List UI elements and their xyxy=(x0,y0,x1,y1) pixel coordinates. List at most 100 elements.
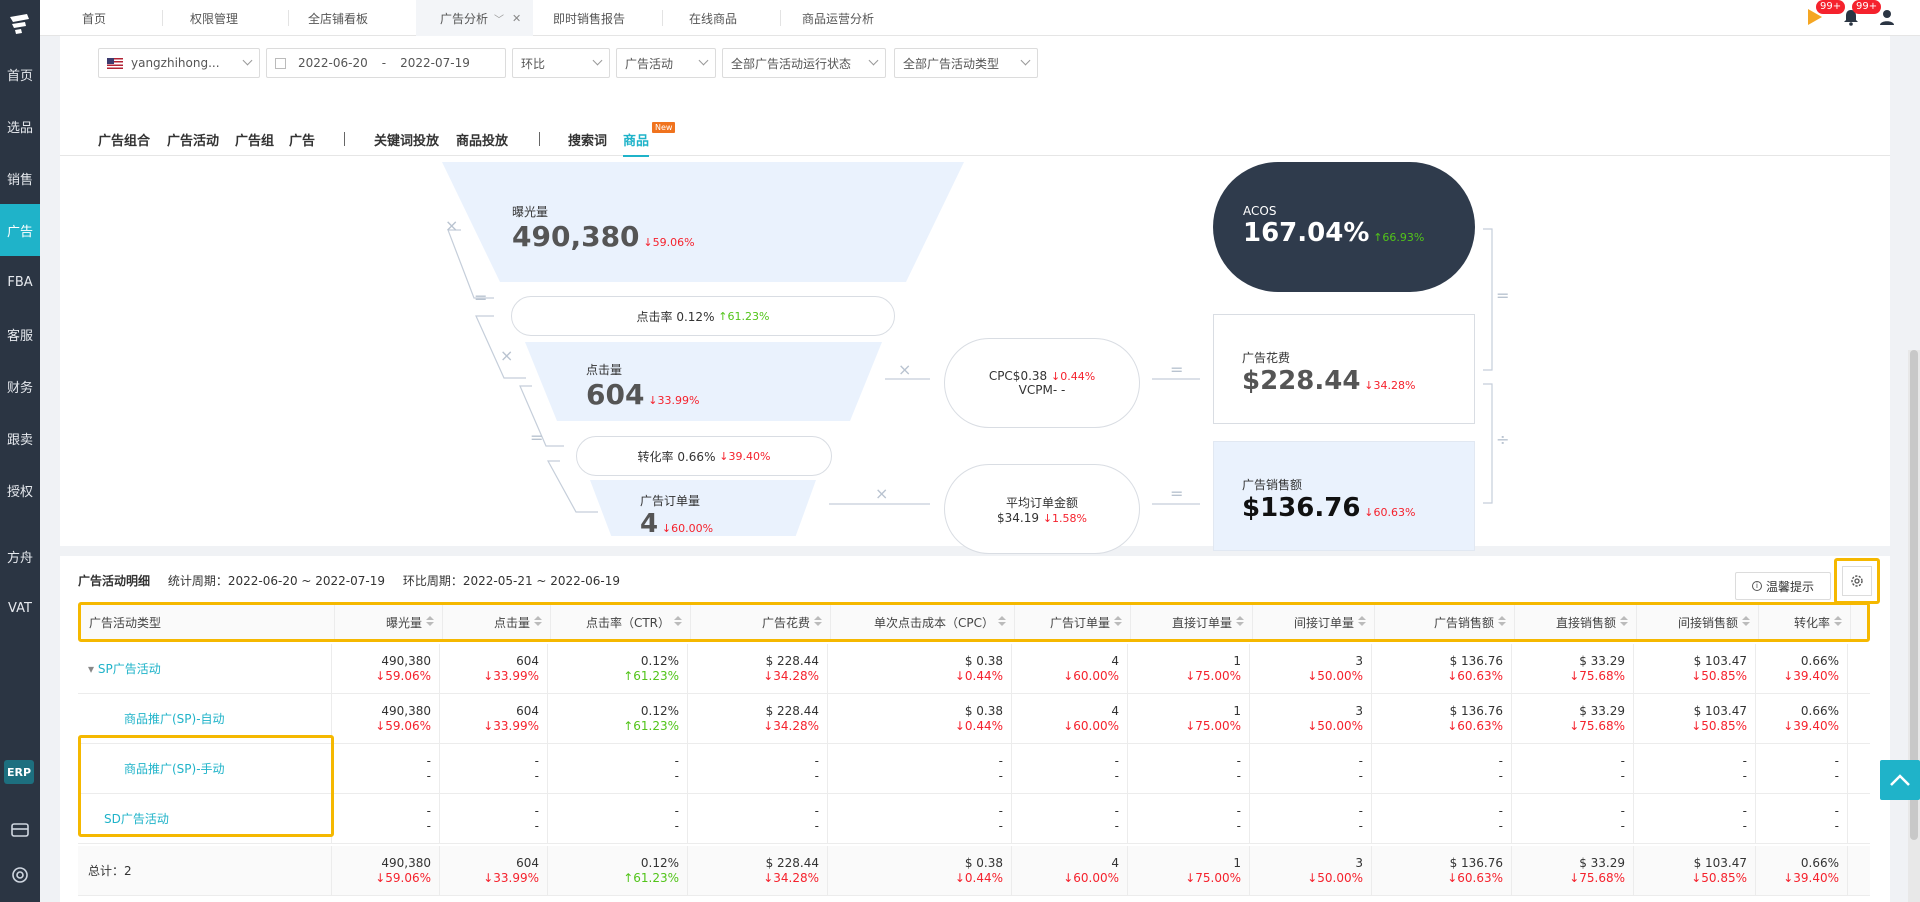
campaign-type-cell[interactable]: 商品推广(SP)-自动 xyxy=(78,694,332,744)
level-select[interactable]: 广告活动 xyxy=(616,48,716,78)
sort-icon[interactable] xyxy=(674,616,682,628)
sidebar-item-1[interactable]: 选品 xyxy=(6,120,33,136)
date-range-picker[interactable]: 2022-06-20 - 2022-07-19 xyxy=(266,48,506,78)
tab-product-ops[interactable]: 商品运营分析 xyxy=(802,0,874,36)
sort-icon[interactable] xyxy=(1236,616,1244,628)
metric-cell: 3 ↓50.00% xyxy=(1250,846,1372,896)
metric-change: - xyxy=(1742,819,1747,833)
sort-icon[interactable] xyxy=(814,616,822,628)
tab-online-products[interactable]: 在线商品 xyxy=(689,0,737,36)
close-icon[interactable]: ✕ xyxy=(512,11,522,25)
metric-change: - xyxy=(1114,769,1119,783)
sidebar-item-6[interactable]: 财务 xyxy=(6,380,33,396)
campaign-name[interactable]: SP广告活动 xyxy=(97,661,161,676)
subtab-portfolio[interactable]: 广告组合 xyxy=(98,134,151,149)
sort-icon[interactable] xyxy=(998,616,1006,628)
app-logo[interactable] xyxy=(0,0,40,48)
campaign-name[interactable]: 商品推广(SP)-手动 xyxy=(124,761,225,776)
tab-store-dashboard[interactable]: 全店铺看板 xyxy=(308,0,368,36)
metric-change: ↓60.00% xyxy=(1063,871,1119,885)
subtab-product-targeting[interactable]: 商品投放 xyxy=(456,134,509,149)
metric-change: - xyxy=(1358,819,1363,833)
tip-button[interactable]: i 温馨提示 xyxy=(1735,572,1831,600)
column-header-5[interactable]: 单次点击成本（CPC） xyxy=(831,605,1015,639)
sidebar-item-0[interactable]: 首页 xyxy=(6,68,33,84)
campaign-type-cell[interactable]: ▾ SP广告活动 xyxy=(78,644,332,694)
sort-icon[interactable] xyxy=(1620,616,1628,628)
metric-value: 4 xyxy=(1111,654,1119,668)
sort-icon[interactable] xyxy=(426,616,434,628)
column-header-9[interactable]: 广告销售额 xyxy=(1375,605,1515,639)
back-to-top-button[interactable] xyxy=(1880,760,1920,800)
subtab-keyword-targeting[interactable]: 关键词投放 xyxy=(374,134,440,149)
scrollbar-thumb[interactable] xyxy=(1910,350,1918,840)
status-select[interactable]: 全部广告活动运行状态 xyxy=(722,48,886,78)
gear-icon[interactable] xyxy=(1842,566,1872,596)
tab-realtime-sales[interactable]: 即时销售报告 xyxy=(553,0,625,36)
sidebar-item-4[interactable]: FBA xyxy=(7,274,33,290)
metric-value: $ 136.76 xyxy=(1449,654,1503,668)
erp-button[interactable]: ERP xyxy=(4,760,34,784)
column-header-4[interactable]: 广告花费 xyxy=(691,605,831,639)
sales-label: 广告销售额 xyxy=(1242,478,1303,492)
campaign-detail-panel: 广告活动明细 统计周期：2022-06-20 ~ 2022-07-19 环比周期… xyxy=(60,556,1890,902)
metric-change: ↓60.63% xyxy=(1447,719,1503,733)
column-header-12[interactable]: 转化率 xyxy=(1759,605,1851,639)
user-avatar-icon[interactable] xyxy=(1878,8,1896,29)
metric-value: 604 xyxy=(516,654,539,668)
column-header-3[interactable]: 点击率（CTR） xyxy=(551,605,691,639)
metric-cell: -- xyxy=(1250,744,1372,794)
subtab-ad[interactable]: 广告 xyxy=(289,134,316,149)
metric-cell: -- xyxy=(1512,794,1634,844)
tab-ad-analysis[interactable]: 广告分析 ﹀ ✕ xyxy=(416,0,534,36)
support-icon[interactable] xyxy=(10,865,30,885)
sidebar-item-9[interactable]: 方舟 xyxy=(6,550,33,566)
column-header-7[interactable]: 直接订单量 xyxy=(1131,605,1253,639)
metric-value: - xyxy=(998,754,1003,768)
tab-label: 首页 xyxy=(82,11,107,26)
column-header-10[interactable]: 直接销售额 xyxy=(1515,605,1637,639)
sidebar-item-3[interactable]: 广告 xyxy=(0,204,40,256)
column-header-0[interactable]: 广告活动类型 xyxy=(81,605,335,639)
column-header-6[interactable]: 广告订单量 xyxy=(1015,605,1131,639)
metric-cell: $ 228.44 ↓34.28% xyxy=(688,846,828,896)
sort-icon[interactable] xyxy=(1498,616,1506,628)
metric-cell: $ 33.29 ↓75.68% xyxy=(1512,644,1634,694)
campaign-name[interactable]: 商品推广(SP)-自动 xyxy=(124,711,225,726)
column-header-8[interactable]: 间接订单量 xyxy=(1253,605,1375,639)
ad-type-select[interactable]: 全部广告活动类型 xyxy=(894,48,1038,78)
column-header-11[interactable]: 间接销售额 xyxy=(1637,605,1759,639)
account-select[interactable]: yangzhihong... xyxy=(98,48,260,78)
subtab-search-term[interactable]: 搜索词 xyxy=(568,134,608,149)
metric-value: $ 228.44 xyxy=(765,856,819,870)
sort-icon[interactable] xyxy=(534,616,542,628)
metric-change: ↑61.23% xyxy=(623,669,679,683)
metric-change: ↓59.06% xyxy=(375,719,431,733)
campaign-name[interactable]: SD广告活动 xyxy=(104,811,169,826)
expand-caret-icon[interactable]: ▾ xyxy=(88,661,98,676)
subtab-campaign[interactable]: 广告活动 xyxy=(167,134,220,149)
subtab-product[interactable]: 商品 xyxy=(623,130,650,157)
impressions-change: ↓59.06% xyxy=(643,236,695,249)
flag-icon[interactable] xyxy=(1806,8,1824,29)
column-header-2[interactable]: 点击量 xyxy=(443,605,551,639)
sidebar-item-8[interactable]: 授权 xyxy=(6,484,33,500)
sort-icon[interactable] xyxy=(1742,616,1750,628)
sidebar-item-2[interactable]: 销售 xyxy=(6,172,33,188)
metric-change: - xyxy=(1742,769,1747,783)
subtab-adgroup[interactable]: 广告组 xyxy=(235,134,275,149)
sidebar-item-10[interactable]: VAT xyxy=(8,600,32,616)
compare-select[interactable]: 环比 xyxy=(512,48,610,78)
aov-change: ↓1.58% xyxy=(1042,511,1087,525)
sidebar-item-5[interactable]: 客服 xyxy=(6,328,33,344)
store-icon[interactable] xyxy=(10,820,30,840)
tab-home[interactable]: 首页 xyxy=(82,0,106,36)
page-scrollbar[interactable] xyxy=(1908,350,1920,902)
tab-permissions[interactable]: 权限管理 xyxy=(190,0,238,36)
sort-icon[interactable] xyxy=(1114,616,1122,628)
column-header-1[interactable]: 曝光量 xyxy=(335,605,443,639)
sort-icon[interactable] xyxy=(1358,616,1366,628)
sort-icon[interactable] xyxy=(1834,616,1842,628)
chevron-down-icon[interactable]: ﹀ xyxy=(494,14,505,26)
sidebar-item-7[interactable]: 跟卖 xyxy=(6,432,33,448)
